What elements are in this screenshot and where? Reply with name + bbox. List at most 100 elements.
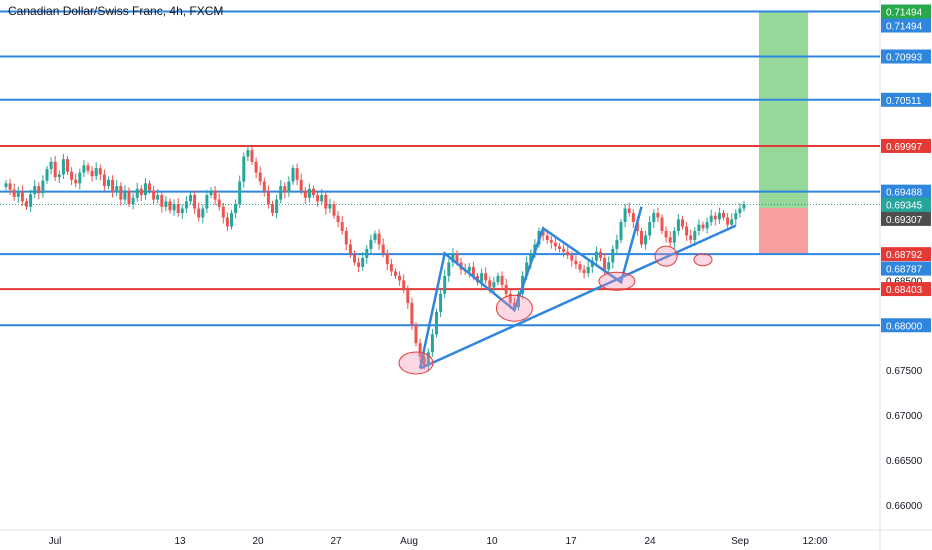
candle-body: [234, 204, 238, 214]
candle-body: [66, 159, 69, 172]
candle-body: [529, 253, 533, 263]
profit-zone: [759, 11, 808, 208]
candle-body: [373, 233, 377, 240]
candle-body: [726, 217, 730, 225]
candle-body: [500, 275, 504, 285]
candle-body: [439, 293, 443, 312]
chart-title: Canadian Dollar/Swiss Franc, 4h, FXCM: [8, 4, 224, 18]
candle-body: [127, 190, 131, 205]
candle-body: [369, 239, 373, 249]
candle-body: [713, 215, 717, 220]
time-tick-label: Sep: [731, 536, 749, 547]
candle-body: [135, 188, 139, 198]
candle-body: [119, 186, 123, 200]
candle-body: [578, 264, 582, 270]
candle-body: [230, 213, 233, 227]
candle-body: [381, 244, 385, 254]
candle-body: [262, 181, 266, 191]
candle-body: [549, 239, 553, 243]
candle-body: [668, 237, 672, 243]
candle-body: [316, 195, 320, 202]
price-tag-label: 0.71494: [886, 8, 923, 19]
price-tag: [881, 4, 931, 19]
swing-low-highlight: [654, 245, 678, 267]
candle-body: [8, 183, 12, 190]
candle-body: [398, 275, 402, 281]
candle-body: [492, 282, 496, 288]
candle-body: [693, 230, 697, 240]
candle-body: [640, 230, 643, 245]
price-tag-label: 0.68403: [886, 285, 923, 296]
candle-body: [45, 169, 49, 181]
candle-body: [508, 293, 512, 303]
swing-low-highlight: [495, 294, 533, 322]
candle-body: [541, 230, 545, 236]
candle-body: [299, 179, 303, 191]
candle-body: [607, 262, 611, 270]
candle-body: [467, 266, 471, 272]
candle-body: [672, 230, 676, 243]
candle-body: [455, 253, 459, 263]
candle-body: [70, 171, 74, 180]
candle-body: [496, 275, 500, 283]
candle-body: [258, 172, 262, 182]
candle-body: [430, 334, 434, 353]
candle-body: [697, 224, 701, 231]
swing-low-highlight: [693, 253, 713, 267]
price-tag: [881, 261, 931, 276]
candle-body: [570, 255, 574, 261]
candle-body: [730, 219, 734, 225]
candle-body: [303, 190, 307, 198]
plot-area: [0, 0, 880, 530]
candle-body: [701, 224, 705, 229]
candle-body: [426, 352, 430, 366]
candle-body: [320, 195, 324, 202]
candle-body: [209, 190, 213, 196]
candle-body: [385, 253, 389, 265]
candle-body: [394, 271, 397, 276]
candle-body: [242, 156, 246, 182]
candle-body: [512, 302, 516, 308]
candle-body: [717, 213, 721, 220]
time-tick-label: 17: [565, 536, 577, 547]
candle-body: [348, 244, 352, 254]
candle-body: [102, 174, 106, 187]
candle-body: [164, 201, 168, 207]
candle-body: [562, 248, 566, 252]
candle-body: [78, 172, 82, 184]
candle-body: [275, 199, 279, 214]
candle-body: [221, 206, 225, 218]
price-tick-label: 0.66000: [886, 501, 923, 512]
price-tag-label: 0.70993: [886, 53, 923, 64]
price-tag: [881, 18, 931, 33]
candle-body: [504, 284, 508, 294]
price-tick-label: 0.67500: [886, 366, 923, 377]
candle-body: [406, 289, 410, 303]
candle-body: [566, 251, 570, 256]
candle-body: [627, 208, 631, 214]
candle-body: [631, 213, 635, 222]
candle-body: [488, 280, 492, 288]
candle-body: [176, 204, 180, 214]
candle-body: [131, 197, 135, 205]
candle-body: [61, 159, 65, 175]
candle-body: [205, 195, 209, 209]
candle-body: [340, 222, 344, 231]
price-tag: [881, 92, 931, 107]
candle-body: [172, 204, 176, 211]
candle-body: [16, 190, 20, 197]
candle-body: [734, 213, 738, 220]
candle-body: [82, 165, 86, 173]
price-tick-label: 0.68500: [886, 276, 923, 287]
candle-body: [738, 208, 742, 214]
price-tag: [881, 211, 931, 226]
price-tick-label: 0.67000: [886, 411, 923, 422]
candle-body: [332, 204, 336, 216]
time-tick-label: 20: [252, 536, 264, 547]
candle-body: [324, 195, 328, 209]
price-tag-label: 0.69997: [886, 142, 923, 153]
candle-body: [295, 168, 299, 180]
candle-body: [4, 183, 8, 187]
candle-body: [49, 161, 53, 170]
